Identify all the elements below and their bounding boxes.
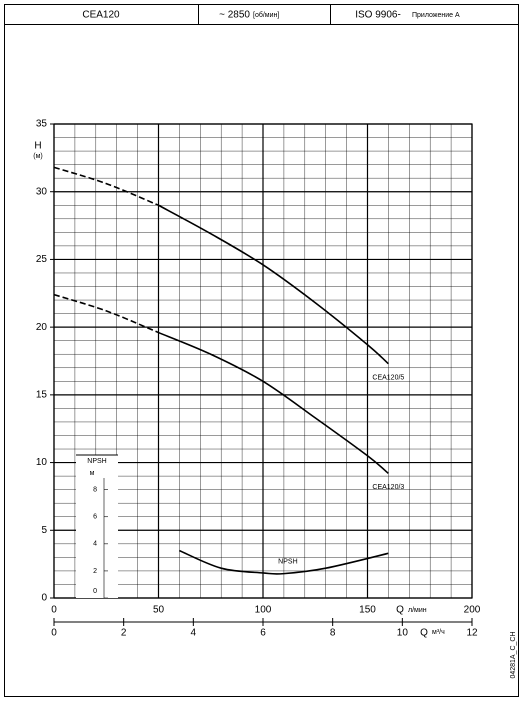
x-tick-label: 150 xyxy=(359,605,376,616)
x-tick-label: 200 xyxy=(464,605,481,616)
y2-tick-label: 0 xyxy=(93,588,97,595)
y-tick-label: 10 xyxy=(36,457,48,468)
y-tick-label: 5 xyxy=(41,525,47,536)
plot-frame xyxy=(53,123,473,599)
drawing-code: 04281A_C_CH xyxy=(510,631,517,678)
x2-tick-label: 0 xyxy=(51,628,57,639)
x2-tick-label: 2 xyxy=(121,628,127,639)
y2-tick-label: 6 xyxy=(93,514,97,521)
x2-tick-label: 4 xyxy=(191,628,197,639)
curve xyxy=(158,204,389,365)
curve xyxy=(53,293,159,334)
curve-label: CEA120/5 xyxy=(372,375,404,382)
curve-label: NPSH xyxy=(278,558,297,565)
y-tick-label: 30 xyxy=(36,186,48,197)
inset-panel xyxy=(76,455,118,598)
y2-label: NPSH xyxy=(87,458,106,465)
standard: ISO 9906- xyxy=(355,10,401,21)
x-label: Q xyxy=(396,605,404,616)
y-tick-label: 15 xyxy=(36,389,48,400)
x-tick-label: 50 xyxy=(153,605,165,616)
y-tick-label: 20 xyxy=(36,322,48,333)
curve xyxy=(158,331,389,475)
x-tick-label: 0 xyxy=(51,605,57,616)
x2-unit: м³/ч xyxy=(432,629,445,636)
curve xyxy=(53,166,159,206)
y-tick-label: 35 xyxy=(36,119,48,130)
x-unit: л/мин xyxy=(408,607,427,614)
frame xyxy=(4,4,519,697)
y2-unit: м xyxy=(90,470,95,477)
curve xyxy=(179,549,389,575)
model: CEA120 xyxy=(82,10,120,21)
y-unit: (м) xyxy=(33,153,42,160)
y-tick-label: 25 xyxy=(36,254,48,265)
speed-unit: [об/мин] xyxy=(253,11,279,19)
speed: ~ 2850 xyxy=(219,10,250,21)
x2-tick-label: 8 xyxy=(330,628,336,639)
x-tick-label: 100 xyxy=(255,605,272,616)
y2-tick-label: 8 xyxy=(93,487,97,494)
annex: Приложение А xyxy=(412,12,460,19)
y2-tick-label: 2 xyxy=(93,568,97,575)
y-label: H xyxy=(34,141,41,152)
x2-tick-label: 10 xyxy=(397,628,409,639)
x2-tick-label: 6 xyxy=(260,628,266,639)
y2-tick-label: 4 xyxy=(93,541,97,548)
y-tick-label: 0 xyxy=(41,593,47,604)
x2-label: Q xyxy=(420,628,428,639)
curve-label: CEA120/3 xyxy=(372,484,404,491)
x2-tick-label: 12 xyxy=(466,628,478,639)
